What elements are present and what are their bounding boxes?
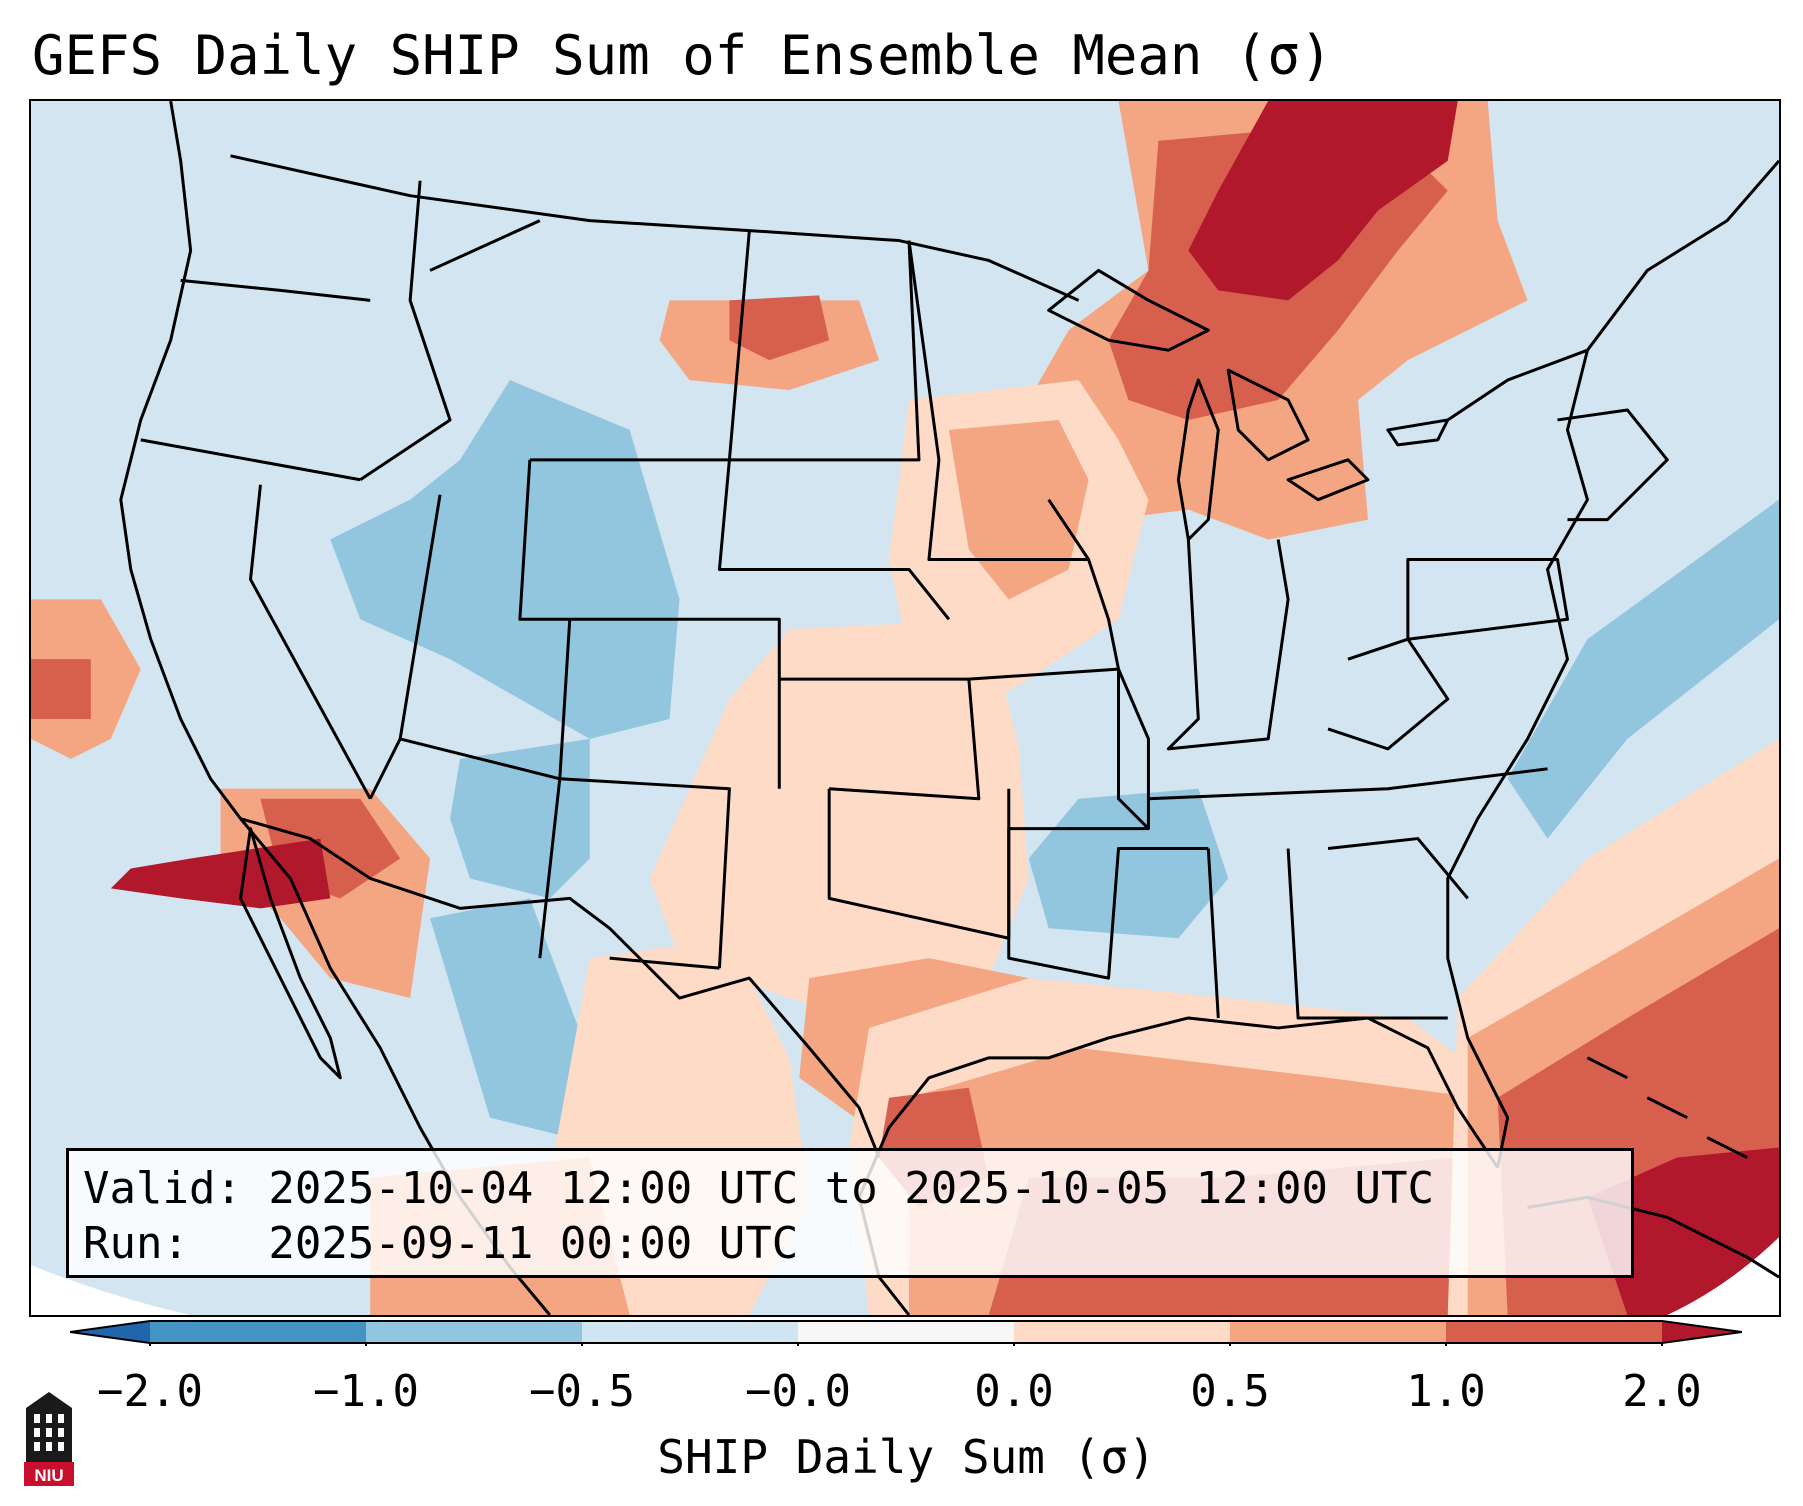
shade-mexico-blue: [430, 898, 590, 1138]
caribbean-bahamas: [1586, 1056, 1748, 1159]
state-line-pa-ny: [1406, 557, 1569, 641]
valid-time: Valid: 2025-10-04 12:00 UTC to 2025-10-0…: [83, 1163, 1435, 1214]
colorbar-seg-2: [582, 1321, 798, 1343]
colorbar-seg-3: [798, 1321, 1014, 1343]
state-line-wv-va: [1327, 637, 1450, 751]
state-line-ut-co: [518, 459, 572, 779]
state-line-id: [359, 180, 452, 481]
lake-huron: [1226, 368, 1310, 462]
state-line-ks-ok: [779, 677, 981, 801]
info-box: Valid: 2025-10-04 12:00 UTC to 2025-10-0…: [66, 1148, 1634, 1278]
shade-atlantic-blue: [1507, 499, 1779, 839]
state-line-il-in-oh: [1166, 539, 1290, 751]
northeast-coast: [1446, 159, 1779, 422]
shade-great-lakes-extreme: [1188, 101, 1458, 301]
canada-border: [230, 154, 1080, 302]
colorbar-tick-label: −0.0: [745, 1366, 851, 1417]
state-line-wa-or: [180, 278, 371, 302]
ship-shading: [31, 101, 1779, 1315]
map-outside-corner-right: [1667, 1237, 1779, 1315]
colorbar-ticks: [149, 1343, 1663, 1346]
state-line-mississippi-river: [1087, 559, 1150, 829]
map-panel: [29, 99, 1781, 1317]
logo-text: NIU: [34, 1466, 63, 1485]
map-outside-corner-left: [31, 1265, 191, 1315]
colorbar-seg-6: [1446, 1321, 1662, 1343]
state-line-la-ms: [1007, 828, 1209, 980]
state-line-new-england: [1557, 408, 1669, 522]
lake-erie: [1286, 458, 1370, 502]
shade-pacific-offshore-high: [31, 659, 91, 719]
colorbar: [70, 1320, 1742, 1346]
lake-michigan: [1176, 378, 1220, 542]
west-coast: [119, 101, 242, 820]
shade-upper-midwest-moderate: [948, 419, 1089, 600]
state-line-dakotas: [727, 230, 921, 462]
state-line-nv-ut: [398, 494, 442, 740]
shade-baja-extreme: [110, 838, 331, 909]
east-coast: [1446, 349, 1589, 1168]
state-line-sd-ne: [717, 459, 951, 621]
colorbar-tick-label: 0.5: [1190, 1366, 1270, 1417]
state-line-mt-wy: [429, 219, 730, 462]
colorbar-tick-label: 0.0: [974, 1366, 1054, 1417]
state-line-ky-tn: [1148, 767, 1548, 801]
run-time: Run: 2025-09-11 00:00 UTC: [83, 1218, 799, 1269]
chart-title: GEFS Daily SHIP Sum of Ensemble Mean (σ): [32, 24, 1333, 87]
mexico-border: [240, 817, 881, 1159]
shade-southern-plains: [649, 619, 1029, 1028]
state-line-mo-ar: [968, 667, 1150, 831]
colorbar-seg-5: [1230, 1321, 1446, 1343]
shade-atlantic-extreme: [1587, 1147, 1779, 1315]
colorbar-tick-label: 1.0: [1406, 1366, 1486, 1417]
shade-rockies-blue: [330, 380, 680, 739]
colorbar-seg-0: [150, 1321, 366, 1343]
colorbar-label: SHIP Daily Sum (σ): [657, 1430, 1156, 1484]
state-line-ca-nv: [249, 484, 372, 800]
lake-ontario: [1386, 418, 1450, 447]
map-svg: [31, 101, 1779, 1315]
lake-superior: [1047, 268, 1210, 352]
state-line-al-ga: [1206, 848, 1448, 1020]
state-line-nm: [559, 777, 731, 970]
colorbar-tick-label: 2.0: [1622, 1366, 1702, 1417]
niu-logo-icon: NIU: [24, 1392, 74, 1486]
colorbar-over-arrow: [1662, 1321, 1742, 1343]
state-line-carolinas: [1327, 837, 1469, 900]
state-line-mn-ia: [907, 240, 1091, 561]
shade-southwest-blue: [450, 738, 590, 899]
shade-southeast-blue: [1028, 788, 1229, 939]
state-line-or-ca: [140, 438, 361, 482]
shade-north-dakota-high: [729, 295, 830, 361]
colorbar-tick-label: −1.0: [313, 1366, 419, 1417]
colorbar-tick-label: −0.5: [529, 1366, 635, 1417]
state-line-co-ks: [569, 617, 781, 789]
colorbar-seg-1: [366, 1321, 582, 1343]
colorbar-under-arrow: [70, 1321, 150, 1343]
colorbar-tick-label: −2.0: [97, 1366, 203, 1417]
colorbar-seg-4: [1014, 1321, 1230, 1343]
state-line-az: [368, 737, 562, 959]
baja-peninsula: [239, 827, 342, 1080]
